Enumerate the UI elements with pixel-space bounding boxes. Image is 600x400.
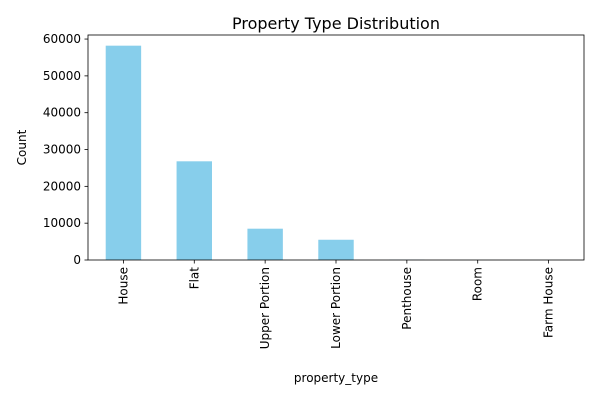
- x-tick-label: House: [116, 267, 130, 305]
- x-tick-label: Lower Portion: [329, 267, 343, 349]
- x-axis: House Flat Upper Portion Lower Portion Penth…: [116, 260, 556, 349]
- x-tick-label: Farm House: [542, 267, 556, 338]
- y-tick-label: 50000: [43, 69, 81, 83]
- x-axis-label: property_type: [294, 371, 378, 385]
- chart-title: Property Type Distribution: [232, 14, 440, 33]
- bar-house: [105, 45, 142, 261]
- bar-upper-portion: [247, 228, 283, 260]
- y-tick-label: 0: [73, 253, 81, 267]
- bar-lower-portion: [318, 239, 354, 260]
- x-tick-label: Upper Portion: [258, 267, 272, 349]
- y-axis-label: Count: [15, 129, 29, 165]
- plot-frame: [87, 34, 585, 261]
- y-tick-label: 10000: [43, 216, 81, 230]
- x-tick-label: Penthouse: [400, 267, 414, 330]
- y-tick-label: 30000: [43, 143, 81, 157]
- y-tick-label: 40000: [43, 106, 81, 120]
- x-tick-label: Room: [471, 267, 485, 301]
- x-tick-label: Flat: [187, 267, 201, 290]
- y-axis: 0 10000 20000 30000 40000 50000 60000: [43, 32, 88, 267]
- bars-group: [105, 45, 567, 261]
- y-tick-label: 60000: [43, 32, 81, 46]
- y-tick-label: 20000: [43, 179, 81, 193]
- bar-flat: [176, 161, 212, 260]
